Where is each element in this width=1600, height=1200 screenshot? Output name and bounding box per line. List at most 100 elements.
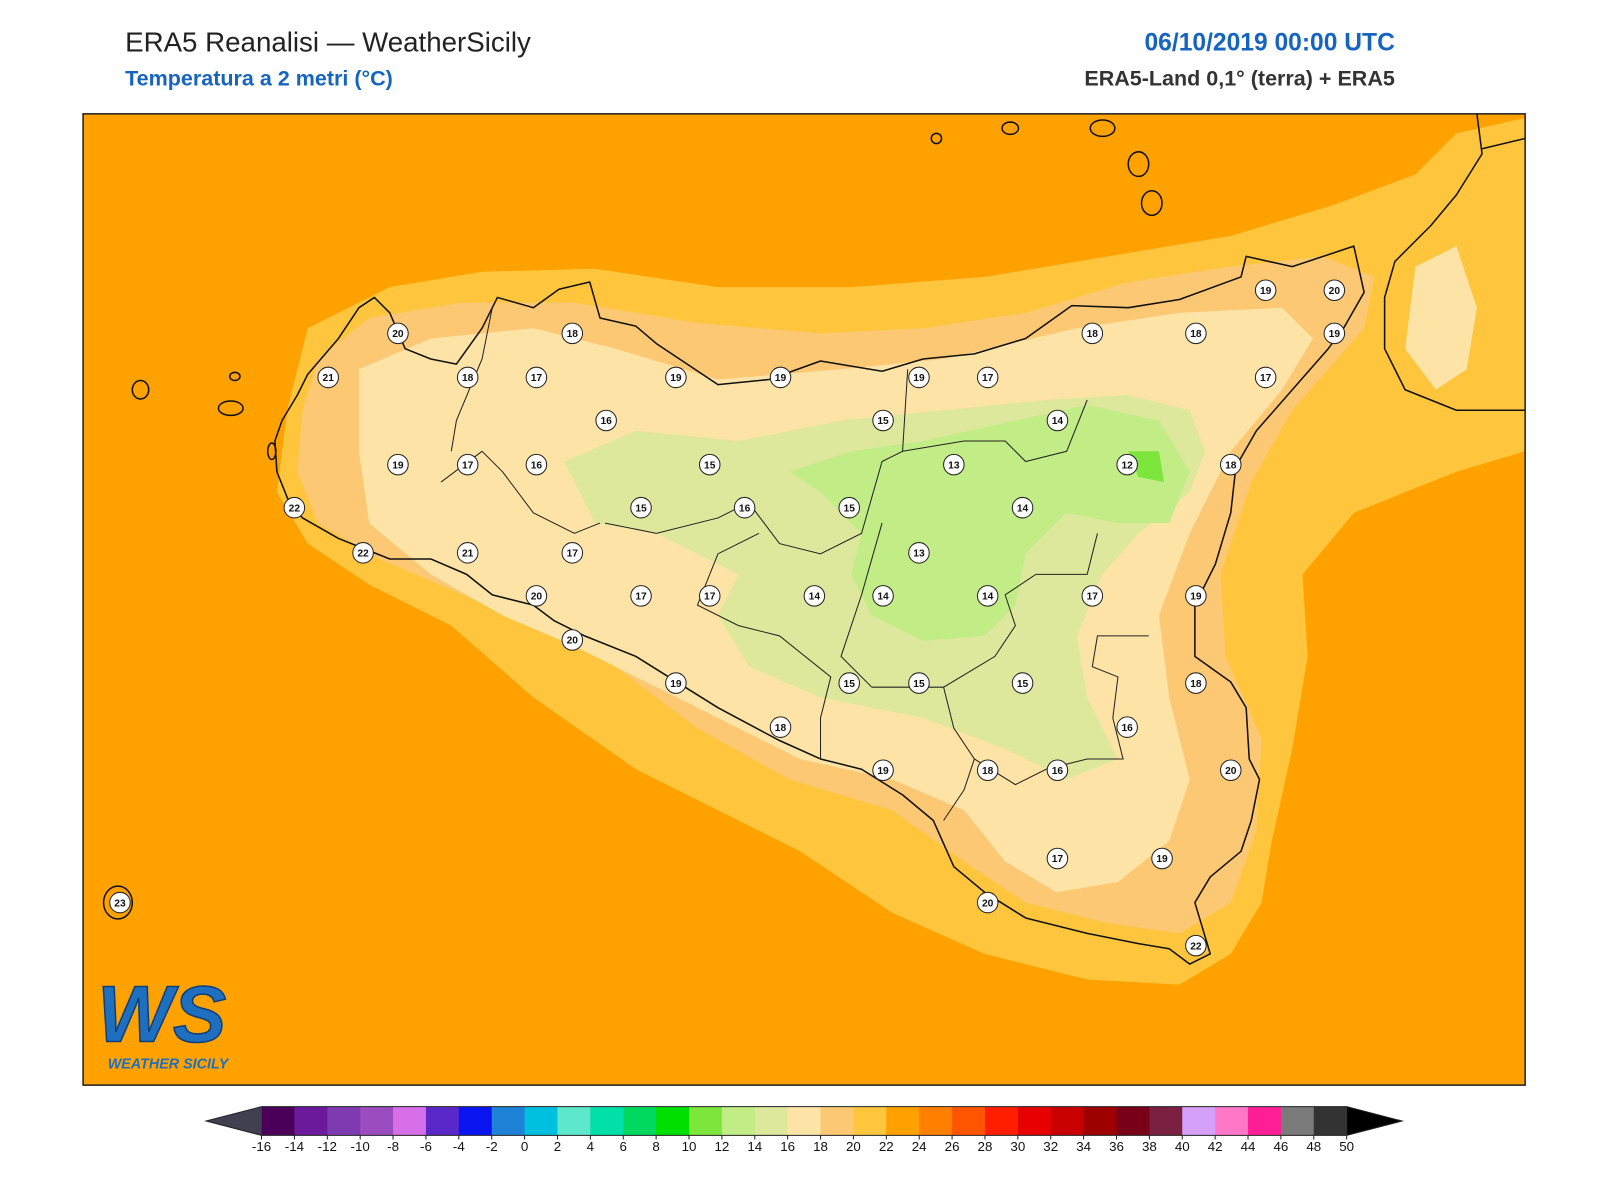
station-marker <box>456 453 479 476</box>
station-marker <box>1046 847 1069 870</box>
station-value: 17 <box>982 373 994 384</box>
station-marker <box>387 322 409 345</box>
station-marker <box>769 716 792 738</box>
station-marker <box>595 409 617 432</box>
station-value: 14 <box>1017 503 1029 514</box>
station-marker <box>456 366 479 389</box>
station-value: 17 <box>1052 854 1064 865</box>
colorbar-segment <box>1280 1106 1315 1136</box>
colorbar-segment <box>1313 1106 1348 1136</box>
colorbar-segment <box>590 1106 624 1136</box>
colorbar-tick-label: -4 <box>453 1139 465 1154</box>
colorbar-segment <box>261 1106 295 1136</box>
logo: WS WEATHER SICILY <box>97 969 230 1073</box>
subtitle: Temperatura a 2 metri (°C) <box>125 67 393 91</box>
station-marker <box>698 585 721 607</box>
province-border <box>450 307 493 452</box>
colorbar-segment <box>491 1106 526 1136</box>
colorbar-tick-label: -2 <box>486 1139 498 1154</box>
station-value: 18 <box>1087 329 1099 340</box>
station-marker <box>872 585 894 607</box>
station-marker <box>630 585 652 607</box>
colorbar-tick-label: 42 <box>1208 1139 1223 1154</box>
colorbar-segment <box>689 1106 723 1136</box>
station-marker <box>1081 585 1104 607</box>
station-value: 20 <box>567 636 579 647</box>
station-marker <box>1011 672 1034 694</box>
colorbar-segment <box>1050 1106 1085 1136</box>
colorbar-tick-label: -8 <box>387 1139 399 1154</box>
station-value: 19 <box>1260 286 1272 297</box>
map: 20 18 21 18 17 19 19 19 17 18 18 19 20 19 17 16 15 14 19 17… <box>83 113 1526 1086</box>
colorbar-tick-label: 34 <box>1076 1139 1091 1154</box>
colorbar-tick-label: 14 <box>747 1139 762 1154</box>
province-border <box>902 399 1088 463</box>
colorbar-tick-label: 50 <box>1339 1139 1354 1154</box>
station-value: 16 <box>1121 723 1133 734</box>
source: ERA5-Land 0,1° (terra) + ERA5 <box>1084 67 1395 91</box>
station-marker <box>976 366 999 389</box>
colorbar-tick-label: 18 <box>813 1139 828 1154</box>
station-marker <box>1220 759 1242 782</box>
station-marker <box>803 585 826 607</box>
temperature-band <box>1128 451 1165 483</box>
station-marker <box>976 891 999 914</box>
colorbar-segment <box>886 1106 920 1136</box>
station-value: 22 <box>357 549 369 560</box>
station-value: 14 <box>809 592 821 603</box>
coastline <box>274 245 1365 965</box>
station-value: 15 <box>1017 679 1029 690</box>
coastline <box>1383 113 1526 412</box>
island <box>131 379 150 400</box>
station-marker <box>872 409 894 432</box>
colorbar-segment <box>919 1106 953 1136</box>
station-value: 19 <box>670 679 682 690</box>
island <box>1089 119 1116 138</box>
colorbar-segment <box>1149 1106 1183 1136</box>
station-marker <box>525 453 548 476</box>
station-marker <box>561 322 584 345</box>
station-value: 19 <box>670 373 682 384</box>
station-marker <box>838 672 860 694</box>
station-marker <box>525 585 548 607</box>
station-value: 16 <box>600 416 612 427</box>
station-value: 14 <box>1052 416 1064 427</box>
colorbar-tick-label: 2 <box>554 1139 561 1154</box>
station-marker <box>1046 759 1069 782</box>
colorbar-tick-label: 44 <box>1241 1139 1256 1154</box>
station-marker <box>109 891 131 914</box>
station-value: 20 <box>392 329 404 340</box>
station-value: 19 <box>1156 854 1168 865</box>
colorbar-segment <box>984 1106 1019 1136</box>
station-value: 17 <box>531 373 543 384</box>
station-value: 20 <box>1225 766 1237 777</box>
station-marker <box>1323 322 1346 345</box>
station-value: 19 <box>913 373 925 384</box>
station-value: 19 <box>775 373 787 384</box>
station-marker <box>908 366 930 389</box>
colorbar-segment <box>1215 1106 1249 1136</box>
station-marker <box>698 453 721 476</box>
station-value: 18 <box>462 373 474 384</box>
map-frame <box>82 113 1526 1086</box>
station-value: 21 <box>462 549 474 560</box>
colorbar-tick-label: 10 <box>682 1139 697 1154</box>
colorbar-segment <box>524 1106 558 1136</box>
station-marker <box>976 585 999 607</box>
colorbar-segment <box>557 1106 591 1136</box>
station-marker <box>1046 409 1069 432</box>
datetime: 06/10/2019 00:00 UTC <box>1144 30 1395 57</box>
station-marker <box>525 366 548 389</box>
colorbar-tick-label: 22 <box>879 1139 894 1154</box>
station-marker <box>283 496 306 519</box>
station-marker <box>665 672 687 694</box>
station-value: 17 <box>1260 373 1272 384</box>
province-border <box>840 522 883 688</box>
station-value: 18 <box>775 723 787 734</box>
station-value: 13 <box>948 460 960 471</box>
island <box>266 442 277 461</box>
station-value: 14 <box>982 592 994 603</box>
island <box>228 371 241 382</box>
station-value: 12 <box>1121 460 1133 471</box>
station-value: 18 <box>1190 679 1202 690</box>
